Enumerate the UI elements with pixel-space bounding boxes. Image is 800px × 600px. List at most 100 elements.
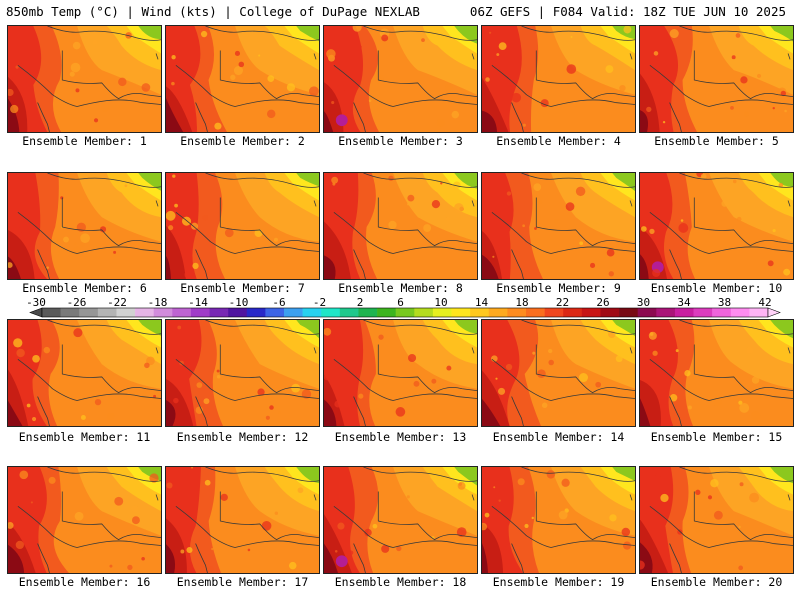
field-speckle <box>533 183 542 191</box>
gulf-coast <box>17 211 161 254</box>
field-speckle <box>652 268 661 278</box>
colorbar-segment <box>600 308 620 317</box>
panel-caption-4: Ensemble Member: 4 <box>496 134 621 148</box>
field-speckle <box>772 106 775 110</box>
colorbar-segment <box>377 308 396 317</box>
field-speckle <box>615 355 623 363</box>
state-line <box>377 344 477 394</box>
field-speckle <box>732 179 737 184</box>
field-speckle <box>743 111 749 117</box>
gulf-coast <box>333 211 477 254</box>
border-north <box>205 26 319 41</box>
ensemble-panel-17 <box>165 466 320 574</box>
ensemble-panel-15 <box>639 319 794 427</box>
mexico-coast <box>353 543 366 573</box>
field-speckle <box>739 482 744 487</box>
field-green <box>296 320 319 339</box>
field-speckle <box>15 540 24 550</box>
border-north <box>521 173 635 188</box>
border-north <box>679 467 793 482</box>
field-speckle <box>565 202 575 211</box>
field-speckle <box>73 328 83 338</box>
mexico-coast <box>511 543 524 573</box>
field-speckle <box>149 473 159 483</box>
field-speckle <box>524 523 529 529</box>
field-speckle <box>413 380 420 387</box>
wind-barb <box>155 53 159 60</box>
field-speckle <box>324 327 332 336</box>
ensemble-panel-8 <box>323 172 478 280</box>
field-speckle <box>534 227 537 230</box>
gulf-coast <box>649 358 793 401</box>
field-speckle <box>8 521 14 529</box>
field-speckle <box>608 271 614 277</box>
field-speckle <box>374 74 384 84</box>
field-speckle <box>506 191 512 196</box>
field-speckle <box>619 84 626 92</box>
state-line <box>693 491 793 541</box>
field-speckle <box>172 174 176 178</box>
border-north <box>679 173 793 188</box>
field-very-hot <box>640 398 651 426</box>
field-speckle <box>609 514 617 522</box>
field-speckle <box>495 377 498 380</box>
colorbar-segment <box>172 308 192 317</box>
colorbar-tick-label: -14 <box>188 296 208 309</box>
colorbar-segment <box>656 308 676 317</box>
field-very-hot <box>324 399 337 426</box>
state-line <box>693 344 793 394</box>
colorbar-segment <box>674 308 694 317</box>
border-north <box>47 26 161 41</box>
field-speckle <box>675 349 679 353</box>
colorbar-segment <box>284 308 303 317</box>
wind-barb <box>155 347 159 354</box>
field-speckle <box>216 374 221 379</box>
colorbar-segment <box>97 308 117 317</box>
field-speckle <box>537 369 546 379</box>
ensemble-panel-1 <box>7 25 162 133</box>
field-speckle <box>12 76 17 81</box>
field-speckle <box>669 29 679 39</box>
state-line <box>535 344 635 394</box>
wind-barb <box>629 347 633 354</box>
field-speckle <box>522 123 526 127</box>
field-very-hot <box>324 255 336 279</box>
field-speckle <box>731 55 736 60</box>
field-speckle <box>431 378 437 384</box>
border-north <box>521 320 635 335</box>
wind-barb <box>313 200 317 207</box>
colorbar-labels: -30 -26 -22 -18 -14 -10 -6 -2 2 6 10 14 18 22 26 30 34 38… <box>0 296 800 310</box>
field-speckle <box>445 216 450 221</box>
gulf-coast <box>649 505 793 548</box>
field-hot <box>482 523 504 573</box>
field-very-hot <box>482 542 489 573</box>
colorbar-tick-label: -26 <box>66 296 87 309</box>
field-speckle <box>446 365 452 371</box>
field-green <box>296 173 319 187</box>
field-speckle <box>451 110 460 119</box>
field-speckle <box>101 104 109 112</box>
field-speckle <box>538 199 543 205</box>
colorbar-segment <box>730 308 750 317</box>
colorbar-tick-label: 38 <box>717 296 732 309</box>
ensemble-panel-2 <box>165 25 320 133</box>
state-line <box>377 197 477 247</box>
field-speckle <box>60 196 64 200</box>
state-line <box>61 344 161 394</box>
field-speckle <box>127 564 133 571</box>
field-speckle <box>578 373 589 383</box>
field-green <box>770 26 793 42</box>
colorbar-segment <box>339 308 359 317</box>
colorbar-segment <box>246 308 266 317</box>
border-north <box>363 467 477 482</box>
field-very-hot <box>8 544 25 573</box>
ensemble-panel-4 <box>481 25 636 133</box>
field-speckle <box>171 81 175 86</box>
gulf-coast <box>17 64 161 107</box>
field-speckle <box>200 30 208 38</box>
field-speckle <box>171 55 176 60</box>
field-speckle <box>695 489 701 495</box>
field-speckle <box>247 548 251 552</box>
colorbar-segment <box>228 308 248 317</box>
field-speckle <box>131 516 140 525</box>
